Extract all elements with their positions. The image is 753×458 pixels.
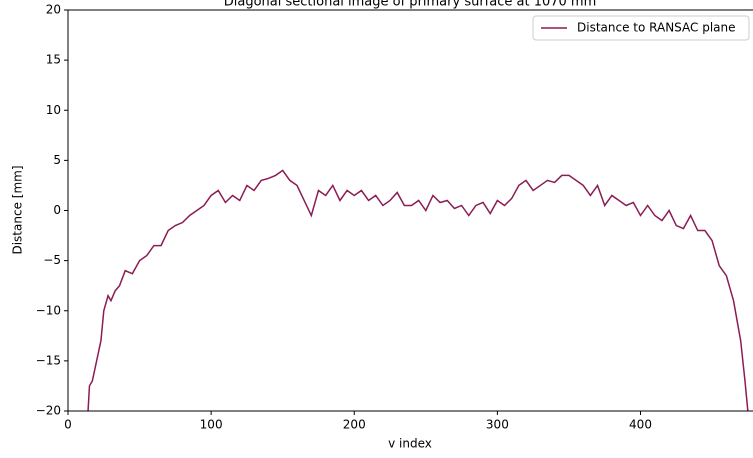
y-tick-label: 10	[46, 103, 61, 117]
y-tick-label: 0	[53, 203, 61, 217]
y-tick-label: 20	[46, 3, 61, 17]
y-tick-label: −10	[36, 303, 61, 317]
y-tick-label: 15	[46, 53, 61, 67]
y-tick-label: −20	[36, 404, 61, 418]
chart-title: Diagonal sectional image of primary surf…	[224, 0, 597, 10]
y-axis-label: Distance [mm]	[11, 165, 25, 254]
y-tick-label: 5	[53, 153, 61, 167]
x-axis-label: v index	[388, 437, 432, 451]
x-tick-label: 400	[629, 418, 652, 432]
y-tick-label: −5	[43, 253, 61, 267]
legend-label: Distance to RANSAC plane	[577, 21, 736, 35]
legend-box	[532, 15, 750, 41]
plot-frame	[67, 9, 753, 412]
y-tick-label: −15	[36, 353, 61, 367]
data-line	[87, 169, 749, 411]
x-tick-label: 100	[200, 418, 223, 432]
x-tick-label: 0	[64, 418, 72, 432]
x-tick-label: 300	[486, 418, 509, 432]
x-tick-label: 200	[343, 418, 366, 432]
plot-area	[87, 169, 749, 411]
